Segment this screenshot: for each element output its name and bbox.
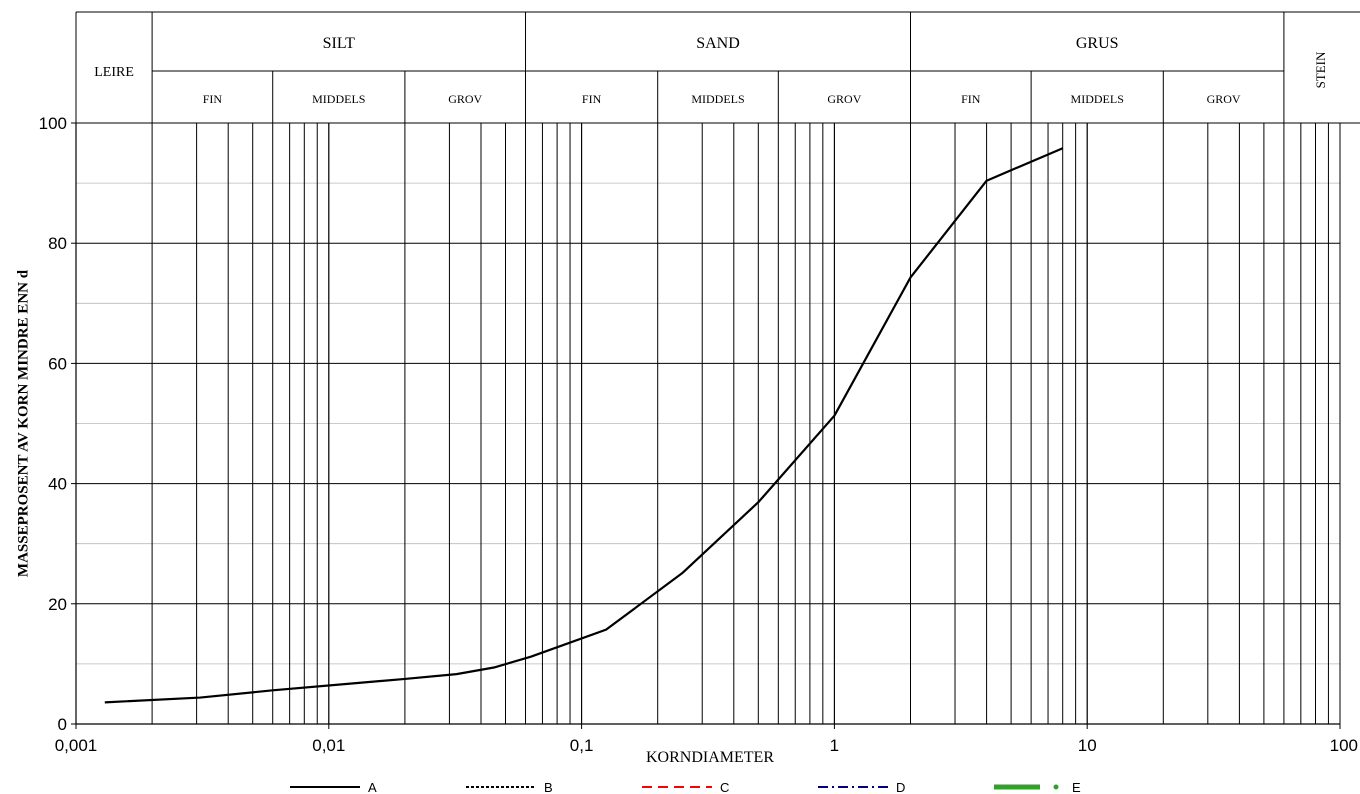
sub-label-middels: MIDDELS (691, 92, 744, 106)
y-tick-label: 100 (39, 114, 67, 133)
legend-marker-e (1053, 784, 1059, 790)
y-tick-label: 60 (48, 354, 67, 373)
series-line-a (104, 147, 1064, 704)
x-tick-label: 0,1 (570, 736, 594, 755)
legend-label-c: C (720, 780, 729, 794)
sub-label-middels: MIDDELS (1071, 92, 1124, 106)
legend: A B C D E (290, 780, 1081, 794)
sub-label-fin: FIN (582, 92, 602, 106)
grid (75, 122, 1341, 725)
y-axis-title: MASSEPROSENT AV KORN MINDRE ENN d (15, 269, 31, 577)
header-background (76, 12, 1360, 123)
sub-label-fin: FIN (961, 92, 981, 106)
classification-header: LEIRE STEIN SILT FIN MIDDELS GROV SAND FIN MIDDE… (75, 11, 1360, 124)
stein-label: STEIN (1313, 51, 1328, 88)
x-tick-label: 100 (1330, 736, 1358, 755)
group-label-sand: SAND (696, 35, 740, 52)
x-tick-label: 10 (1078, 736, 1097, 755)
y-tick-label: 20 (48, 595, 67, 614)
sub-label-grov: GROV (827, 92, 861, 106)
x-tick-label: 1 (830, 736, 839, 755)
x-axis-title: KORNDIAMETER (646, 749, 774, 766)
sub-label-grov: GROV (1207, 92, 1241, 106)
y-tick-label: 0 (58, 715, 67, 734)
group-label-silt: SILT (323, 35, 356, 52)
leire-label: LEIRE (94, 65, 134, 80)
sub-label-grov: GROV (448, 92, 482, 106)
legend-label-e: E (1072, 780, 1081, 794)
legend-label-d: D (896, 780, 905, 794)
x-tick-label: 0,001 (55, 736, 98, 755)
series-group (104, 147, 1064, 704)
legend-label-b: B (544, 780, 553, 794)
axes: 0 20 40 60 80 100 0,001 0,01 0,1 1 10 100 KORNDIAMET… (15, 114, 1358, 766)
y-tick-label: 80 (48, 234, 67, 253)
x-tick-label: 0,01 (312, 736, 345, 755)
legend-label-a: A (368, 780, 377, 794)
sub-label-fin: FIN (203, 92, 223, 106)
y-tick-label: 40 (48, 475, 67, 494)
group-label-grus: GRUS (1076, 35, 1119, 52)
sub-label-middels: MIDDELS (312, 92, 365, 106)
